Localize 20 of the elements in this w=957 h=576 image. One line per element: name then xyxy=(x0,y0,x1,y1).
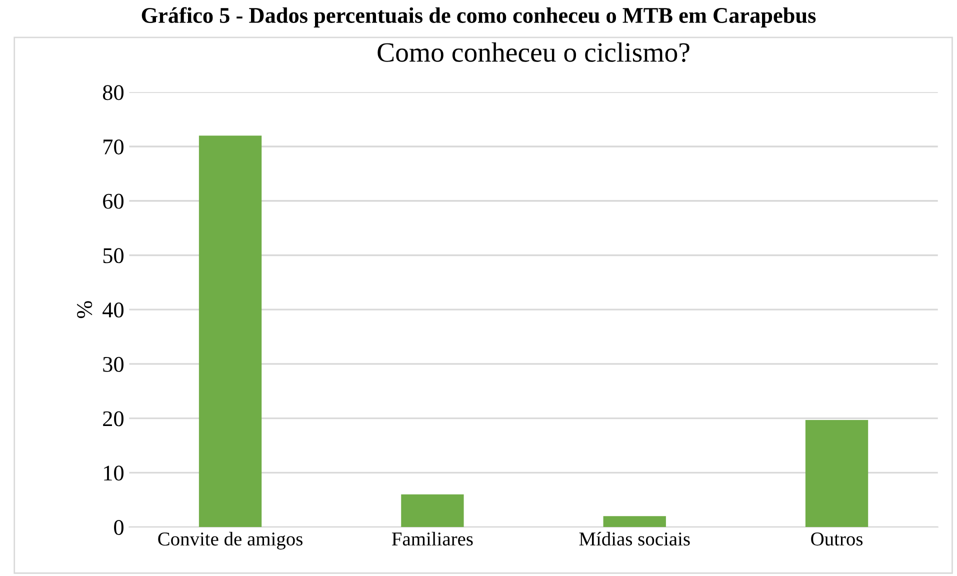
chart-title: Como conheceu o ciclismo? xyxy=(378,42,690,62)
x-tick-label: Familiares xyxy=(392,532,473,546)
y-axis-title: % xyxy=(77,301,92,318)
x-tick-label: Convite de amigos xyxy=(158,532,302,550)
y-tick-label: 30 xyxy=(103,356,124,372)
y-tick-label: 20 xyxy=(103,411,124,426)
y-tick-label: 50 xyxy=(103,248,124,264)
y-tick-label: 80 xyxy=(102,85,124,100)
y-tick-label: 60 xyxy=(103,194,124,209)
y-tick-label: 70 xyxy=(104,139,124,154)
bar xyxy=(198,136,262,528)
y-tick-label: 40 xyxy=(102,302,124,318)
x-tick-label: Outros xyxy=(811,532,863,546)
bar xyxy=(603,516,666,528)
y-tick-label: 0 xyxy=(114,520,124,535)
text: Gráfico 5 - Dados percentuais de como conheceu o MTB em Carapebus xyxy=(142,7,816,28)
bar xyxy=(805,420,868,528)
y-tick-label: 10 xyxy=(104,466,124,481)
bar xyxy=(401,494,464,528)
x-tick-label: Mídias sociais xyxy=(579,532,690,546)
